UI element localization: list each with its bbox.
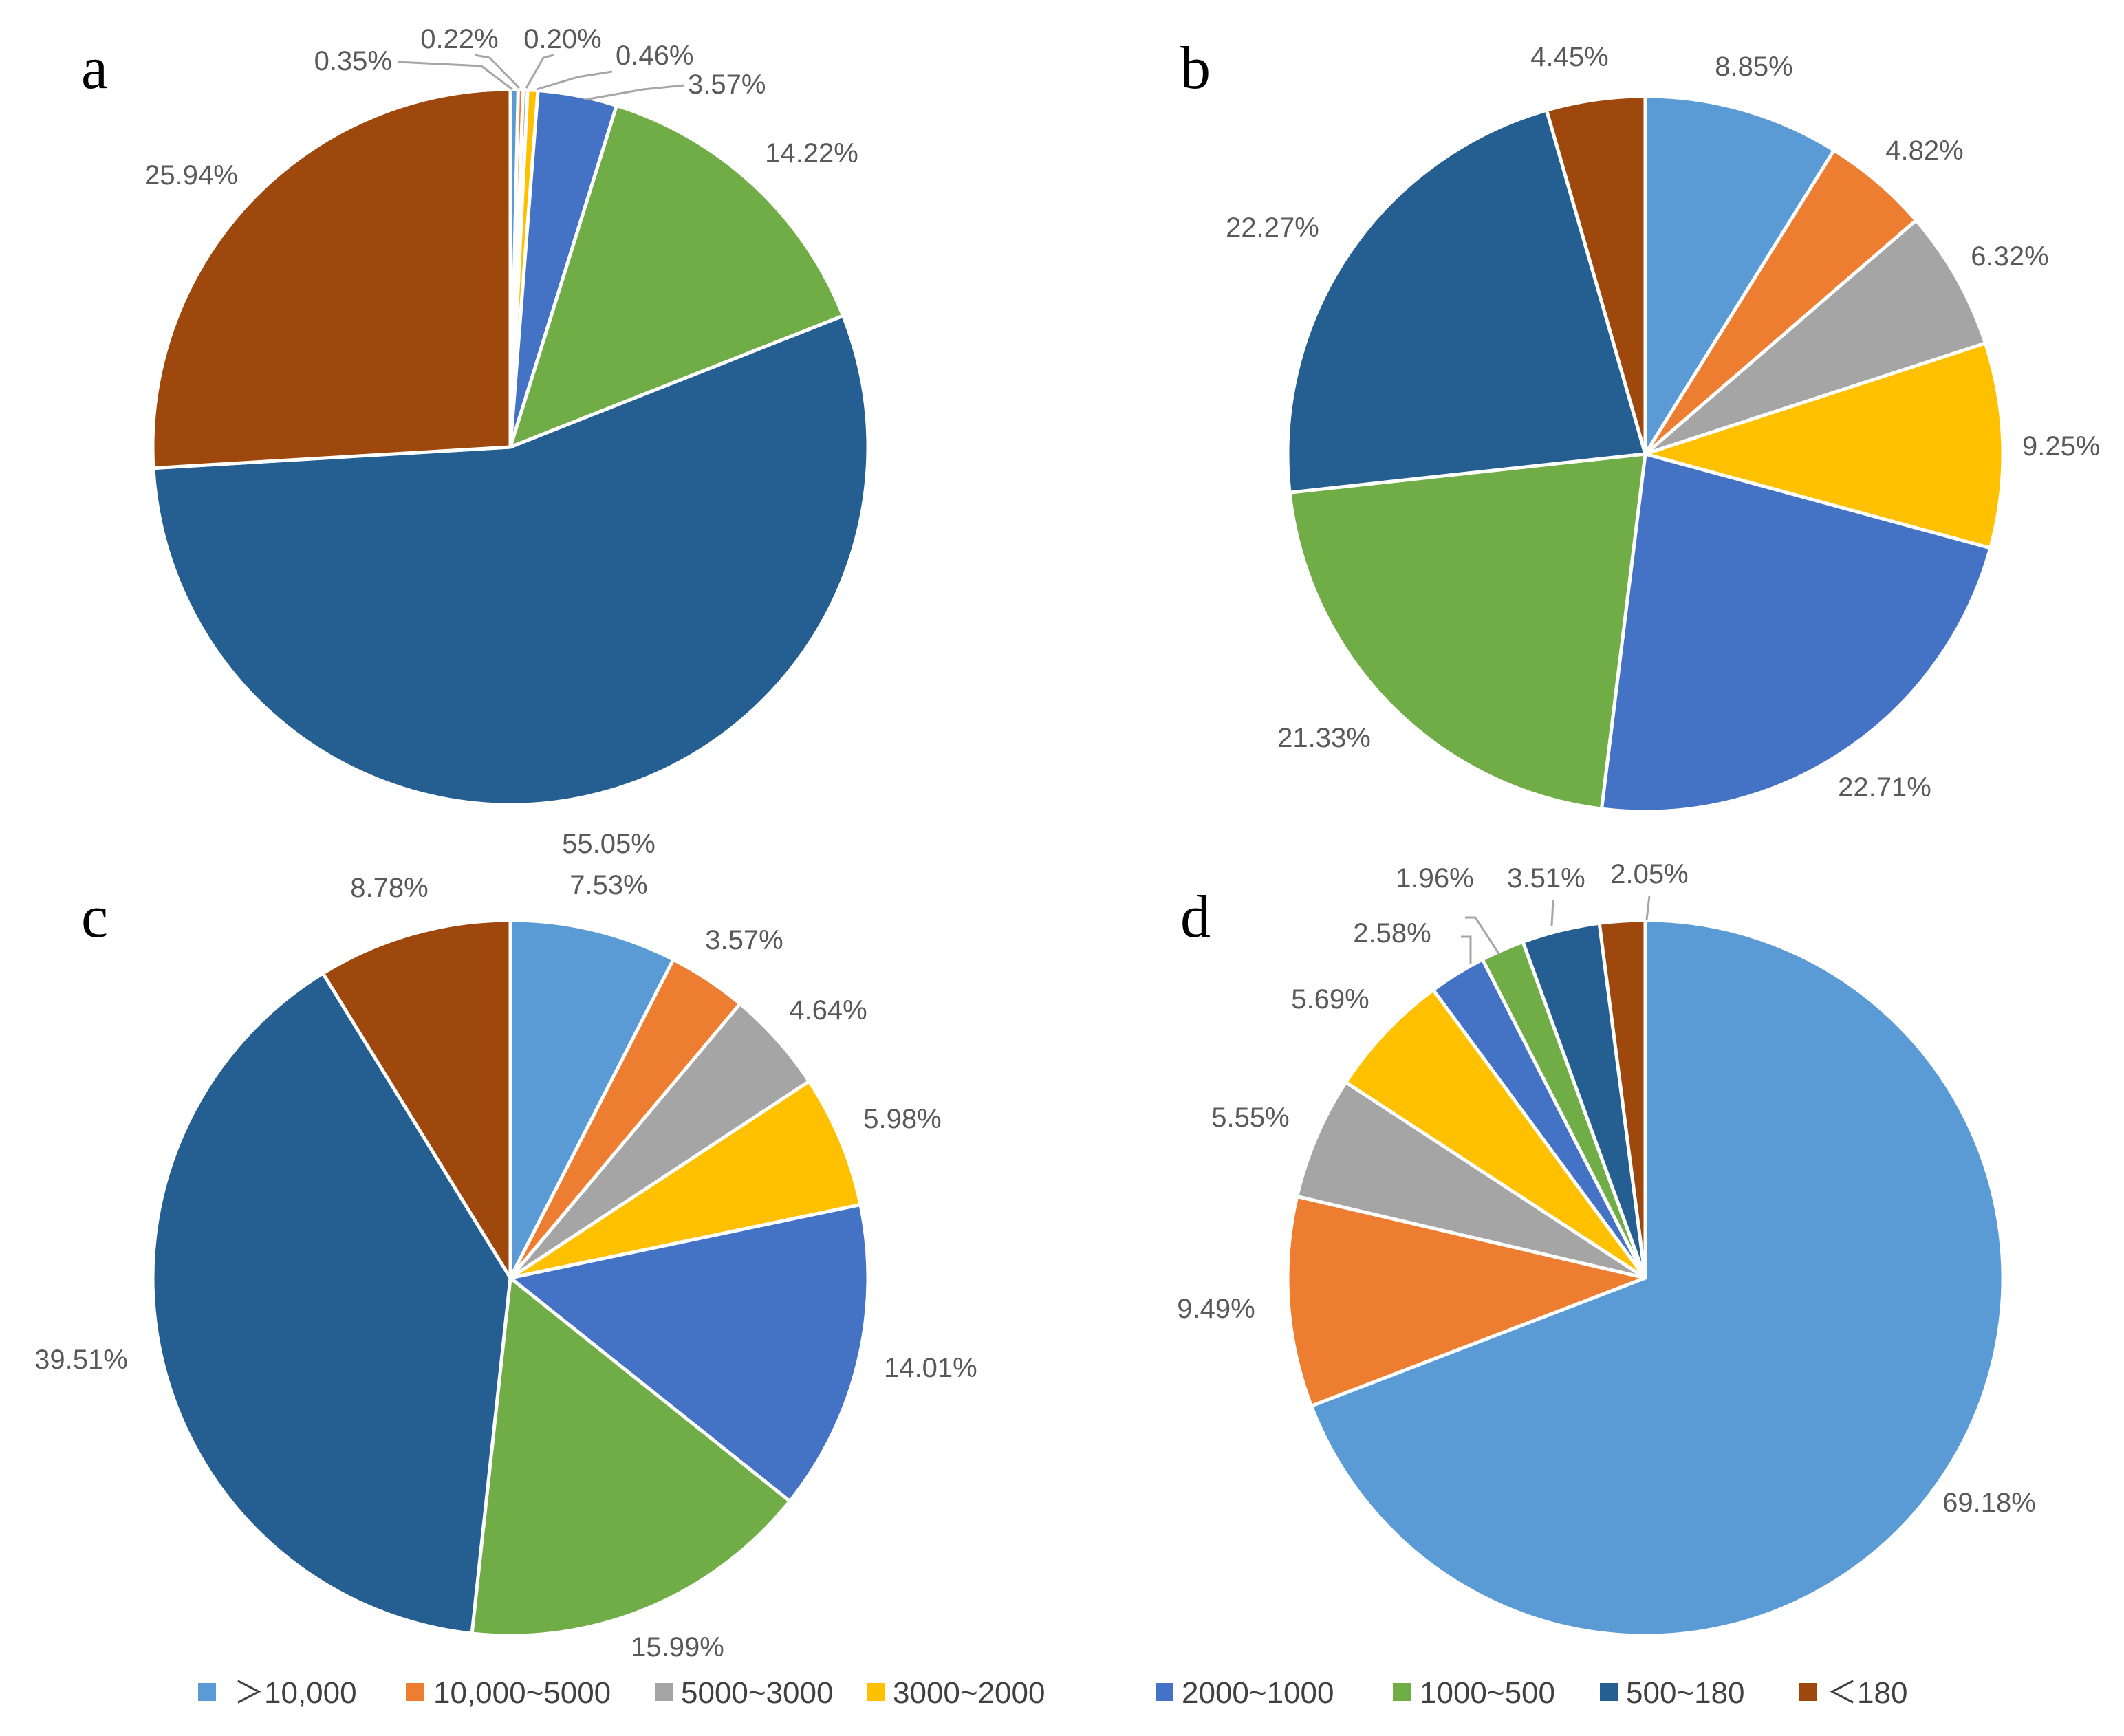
data-label-a-4: 3.57% (688, 69, 766, 100)
legend-swatch-0 (198, 1683, 216, 1701)
leader-line-a-2 (525, 54, 554, 89)
data-label-c-1: 3.57% (705, 925, 783, 955)
pie-slice-c-6 (151, 971, 512, 1636)
pie-slice-d-1 (1286, 1194, 1647, 1408)
pie-panel-a: a 0.35% 0.22% 0.20% 0.46% 3.57% 14.22% 5… (81, 24, 870, 859)
data-label-b-5: 21.33% (1277, 723, 1371, 753)
legend-swatch-1 (406, 1683, 424, 1701)
legend-label-2: 5000~3000 (681, 1676, 833, 1710)
legend-label-4: 2000~1000 (1182, 1676, 1334, 1710)
pie-slice-b-1 (1643, 148, 1918, 456)
pie-panel-c: c 7.53% 3.57% 4.64% 5.98% 14.01% 15.99% … (34, 870, 977, 1662)
data-label-b-2: 6.32% (1971, 241, 2048, 272)
leader-line-d-0 (1461, 935, 1472, 964)
data-label-a-6: 55.05% (562, 829, 655, 859)
legend-label-5: 1000~500 (1420, 1676, 1555, 1710)
legend-label-7: ＜180 (1827, 1676, 1907, 1710)
legend-swatch-5 (1393, 1683, 1411, 1701)
data-label-d-5: 1.96% (1396, 863, 1473, 893)
legend-label-6: 500~180 (1626, 1676, 1745, 1710)
pie-slice-c-3 (508, 1079, 863, 1280)
pie-slice-b-3 (1643, 341, 2005, 550)
data-label-a-3: 0.46% (616, 41, 693, 71)
pie-slice-a-7 (151, 87, 512, 470)
data-label-b-1: 4.82% (1885, 135, 1963, 166)
pie-slice-b-2 (1643, 218, 1987, 456)
legend: ＞10,000 10,000~5000 5000~3000 3000~2000 … (198, 1676, 1907, 1710)
pie-panel-b: b 8.85% 4.82% 6.32% 9.25% 22.71% 21.33% … (1180, 35, 2100, 814)
leader-line-d-3 (1645, 895, 1651, 921)
data-label-a-7: 25.94% (144, 160, 238, 191)
leader-line-a-1 (474, 54, 521, 89)
pie-slice-b-5 (1288, 452, 1647, 811)
pie-slice-c-4 (508, 1203, 870, 1504)
data-label-a-2: 0.20% (523, 24, 601, 54)
legend-swatch-7 (1799, 1683, 1817, 1701)
pie-slice-b-7 (1544, 94, 1647, 456)
data-label-c-2: 4.64% (789, 995, 867, 1026)
data-label-d-7: 2.05% (1610, 859, 1688, 889)
data-label-d-0: 69.18% (1942, 1488, 2036, 1518)
pie-slice-a-5 (508, 103, 845, 449)
data-label-c-5: 15.99% (631, 1632, 724, 1662)
data-label-b-7: 4.45% (1530, 42, 1608, 72)
data-label-d-3: 5.69% (1291, 984, 1369, 1015)
legend-label-3: 3000~2000 (893, 1676, 1045, 1710)
data-label-d-4: 2.58% (1353, 918, 1431, 948)
data-label-d-2: 5.55% (1211, 1103, 1289, 1133)
panel-label-a: a (81, 35, 108, 102)
data-label-c-3: 5.98% (863, 1104, 941, 1134)
data-label-b-0: 8.85% (1715, 52, 1792, 82)
legend-label-0: ＞10,000 (234, 1676, 357, 1710)
pie-slice-a-6 (151, 314, 870, 807)
pie-slice-d-0 (1309, 918, 2005, 1638)
panel-label-d: d (1180, 884, 1211, 951)
pie-slice-b-0 (1643, 94, 1836, 456)
leader-line-d-1 (1465, 916, 1501, 955)
data-label-c-6: 39.51% (34, 1345, 128, 1375)
pie-slice-c-5 (470, 1276, 792, 1638)
data-label-c-4: 14.01% (884, 1353, 977, 1383)
legend-swatch-2 (655, 1683, 673, 1701)
panel-label-c: c (81, 884, 108, 951)
data-label-b-6: 22.27% (1226, 213, 1319, 243)
leader-line-d-2 (1550, 899, 1554, 926)
data-label-d-6: 3.51% (1507, 863, 1585, 893)
data-label-c-0: 7.53% (570, 870, 647, 900)
data-label-a-0: 0.35% (314, 46, 392, 76)
leader-line-a-3 (536, 70, 613, 91)
data-label-d-1: 9.49% (1177, 1294, 1255, 1324)
pie-slice-d-3 (1344, 988, 1647, 1280)
legend-label-1: 10,000~5000 (433, 1676, 611, 1710)
pie-slice-d-7 (1597, 918, 1647, 1280)
pie-slice-b-6 (1286, 108, 1647, 495)
data-label-b-4: 22.71% (1838, 772, 1931, 803)
data-label-a-1: 0.22% (420, 24, 498, 54)
legend-swatch-6 (1600, 1683, 1618, 1701)
legend-swatch-4 (1156, 1683, 1173, 1701)
leader-line-a-4 (584, 84, 685, 101)
pie-slice-b-4 (1599, 452, 1993, 814)
pie-slice-d-2 (1295, 1081, 1647, 1280)
pie-slice-c-7 (321, 918, 512, 1280)
pie-slice-c-0 (508, 918, 675, 1280)
leader-line-a-0 (397, 61, 513, 91)
panel-label-b: b (1180, 35, 1211, 102)
data-label-b-3: 9.25% (2022, 431, 2100, 462)
data-label-a-5: 14.22% (765, 138, 858, 169)
pie-panel-d: d 69.18% 9.49% 5.55% 5.69% 2.58% 1.96% 3… (1177, 859, 2036, 1638)
legend-swatch-3 (867, 1683, 885, 1701)
data-label-c-7: 8.78% (350, 873, 428, 903)
